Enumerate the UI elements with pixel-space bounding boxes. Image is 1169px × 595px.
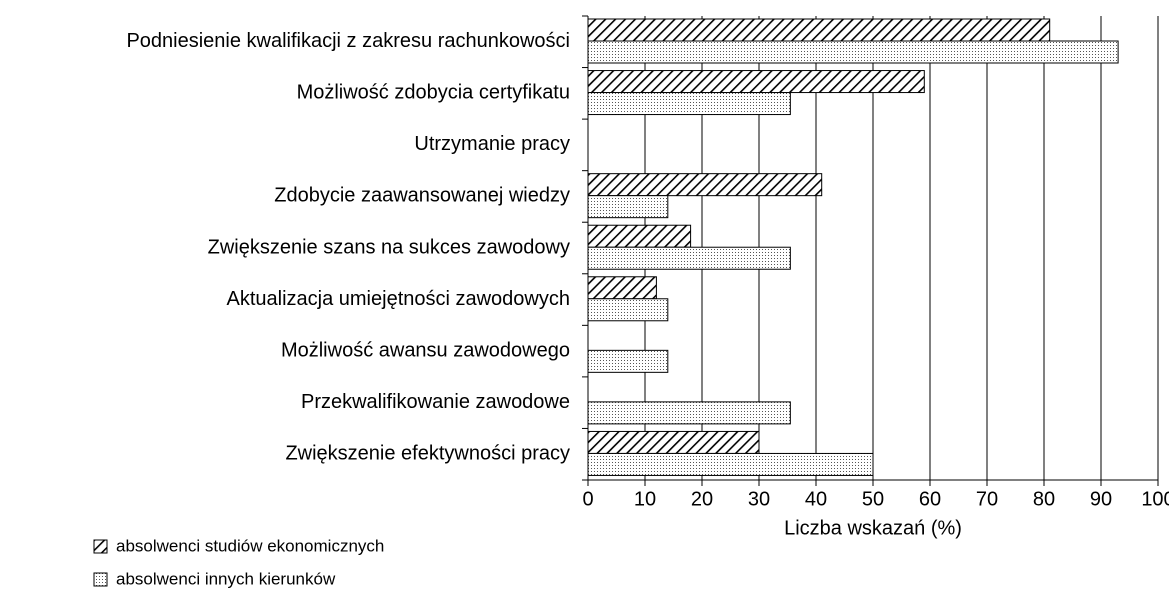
bar xyxy=(587,18,1051,42)
x-tick-label: 70 xyxy=(976,488,998,510)
y-tick-label: Aktualizacja umiejętności zawodowych xyxy=(227,288,571,310)
x-tick-label: 80 xyxy=(1033,488,1055,510)
y-tick-label: Możliwość zdobycia certyfikatu xyxy=(297,82,570,104)
bar xyxy=(587,92,791,116)
y-tick-label: Możliwość awansu zawodowego xyxy=(281,339,570,361)
x-tick-label: 20 xyxy=(691,488,713,510)
legend-swatch xyxy=(93,572,108,587)
bar xyxy=(587,70,925,94)
x-tick-label: 60 xyxy=(919,488,941,510)
bar xyxy=(587,298,669,322)
y-tick-label: Zwiększenie szans na sukces zawodowy xyxy=(208,236,570,258)
bar xyxy=(587,224,692,248)
x-tick-label: 100 xyxy=(1141,488,1169,510)
bar xyxy=(587,40,1119,64)
y-tick-label: Przekwalifikowanie zawodowe xyxy=(301,391,570,413)
x-tick-label: 0 xyxy=(582,488,593,510)
x-tick-label: 50 xyxy=(862,488,884,510)
bar xyxy=(587,276,657,300)
x-tick-label: 40 xyxy=(805,488,827,510)
bar xyxy=(587,452,874,476)
legend-swatch xyxy=(93,539,108,554)
bar xyxy=(587,195,669,219)
y-tick-label: Zdobycie zaawansowanej wiedzy xyxy=(274,185,570,207)
y-tick-label: Podniesienie kwalifikacji z zakresu rach… xyxy=(126,30,570,52)
bar xyxy=(587,430,760,454)
y-tick-label: Zwiększenie efektywności pracy xyxy=(285,443,570,465)
x-tick-label: 90 xyxy=(1090,488,1112,510)
y-tick-label: Utrzymanie pracy xyxy=(414,133,570,155)
bar xyxy=(587,401,791,425)
x-tick-label: 10 xyxy=(634,488,656,510)
x-axis-title: Liczba wskazań (%) xyxy=(784,517,962,539)
x-tick-label: 30 xyxy=(748,488,770,510)
bar xyxy=(587,246,791,270)
bar xyxy=(587,173,823,197)
legend-label: absolwenci innych kierunków xyxy=(116,569,336,588)
bar xyxy=(587,349,669,373)
legend-label: absolwenci studiów ekonomicznych xyxy=(116,536,384,555)
